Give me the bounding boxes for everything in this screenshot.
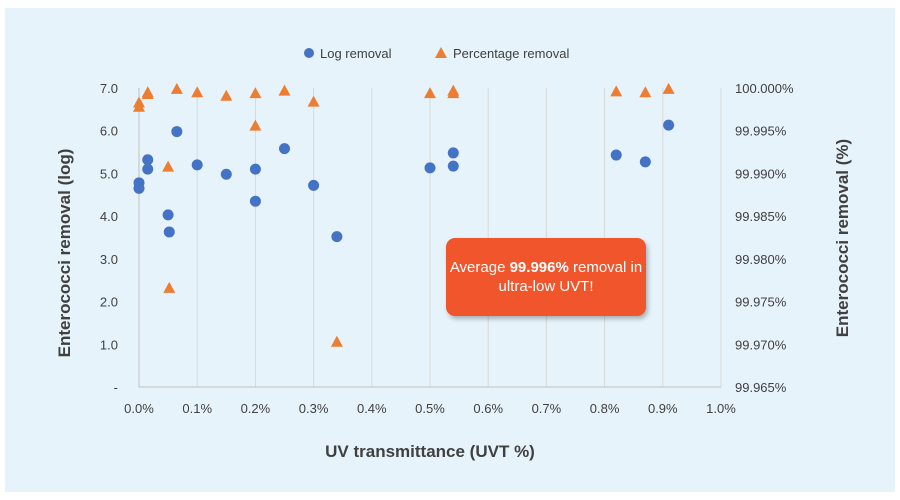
pct-removal-point <box>610 85 623 97</box>
callout-rest: removal in ultra-low UVT! <box>498 259 643 295</box>
x-tick-label: 0.7% <box>532 401 562 416</box>
log-removal-point <box>663 119 675 131</box>
legend-pct-label: Percentage removal <box>453 46 569 61</box>
axes <box>138 88 721 388</box>
callout-box: Average 99.996% removal in ultra-low UVT… <box>446 238 646 316</box>
y-tick-label-left: 4.0 <box>100 209 118 224</box>
y-tick-label-left: 3.0 <box>100 252 118 267</box>
legend: Log removal Percentage removal <box>304 46 569 61</box>
y-tick-label-right: 99.990% <box>735 166 787 181</box>
pct-removal-point <box>133 100 145 112</box>
pct-removal-point <box>639 86 652 98</box>
x-tick-label: 0.6% <box>473 401 503 416</box>
callout-highlight: 99.996% <box>509 259 569 276</box>
pct-removal-point <box>249 119 262 131</box>
pct-removal-point <box>662 82 675 94</box>
x-tick-label: 0.5% <box>415 401 445 416</box>
x-tick-label: 0.3% <box>299 401 329 416</box>
log-removal-point <box>191 159 203 171</box>
x-tick-label: 0.8% <box>590 401 620 416</box>
x-tick-label: 0.2% <box>241 401 271 416</box>
pct-removal-point <box>191 86 204 98</box>
pct-removal-point <box>163 281 176 293</box>
log-removal-point <box>142 154 154 166</box>
log-removal-point <box>220 168 232 180</box>
y-tick-label-right: 99.980% <box>735 252 787 267</box>
pct-removal-point <box>249 87 262 99</box>
y-tick-label-left: 7.0 <box>100 81 118 96</box>
log-removal-point <box>610 149 622 161</box>
y-tick-label-right: 99.975% <box>735 295 787 310</box>
y-tick-label-right: 99.965% <box>735 380 787 395</box>
callout-text: Average 99.996% removal in ultra-low UVT… <box>446 258 646 296</box>
log-removal-point <box>279 143 290 155</box>
pct-removal-point <box>307 95 320 107</box>
y-axis-title-left: Enterococci removal (log) <box>55 149 74 358</box>
x-tick-label: 1.0% <box>706 401 736 416</box>
x-tick-label: 0.1% <box>182 401 212 416</box>
pct-removal-point <box>170 82 183 94</box>
log-removal-point <box>424 162 436 174</box>
y-tick-label-left: 6.0 <box>100 124 118 139</box>
legend-log-label: Log removal <box>320 46 392 61</box>
y-tick-label-right: 99.985% <box>735 209 787 224</box>
x-tick-label: 0.0% <box>124 401 154 416</box>
pct-removal-point <box>220 89 233 101</box>
log-removal-point <box>249 195 261 207</box>
log-removal-point <box>133 182 145 194</box>
legend-log-marker <box>304 48 314 58</box>
x-tick-label: 0.9% <box>648 401 678 416</box>
x-axis-title: UV transmittance (UVT %) <box>325 442 535 461</box>
pct-removal-point <box>424 87 436 99</box>
tick-labels: 0.0% 0.1% 0.2% 0.3% 0.4% 0.5% 0.6% 0.7% 0.8% 0.9%… <box>100 81 794 416</box>
legend-pct-marker <box>435 47 447 58</box>
log-removal-point <box>447 160 459 172</box>
grid <box>196 88 722 387</box>
log-removal-point <box>162 209 174 221</box>
y-tick-label-left: 5.0 <box>100 166 118 181</box>
pct-removal-point <box>278 84 291 96</box>
y-tick-label-right: 99.995% <box>735 124 787 139</box>
pct-removal-point <box>330 335 343 347</box>
x-tick-label: 0.4% <box>357 401 387 416</box>
log-removal-point <box>171 126 183 138</box>
y-tick-label-right: 100.000% <box>735 81 794 96</box>
log-removal-point <box>639 156 651 168</box>
log-removal-point <box>447 147 459 159</box>
y-axis-title-right: Enterococci removal (%) <box>833 139 852 337</box>
log-removal-point <box>331 231 343 243</box>
callout-prefix: Average <box>449 259 510 276</box>
pct-removal-point <box>162 160 175 172</box>
pct-removal-point <box>141 87 154 99</box>
log-removal-point <box>163 226 175 238</box>
log-removal-point <box>308 179 320 191</box>
data-points <box>133 82 675 347</box>
log-removal-point <box>142 163 154 175</box>
y-tick-label-right: 99.970% <box>735 337 787 352</box>
y-tick-label-left: - <box>114 380 118 395</box>
log-removal-point <box>249 163 261 175</box>
y-tick-label-left: 2.0 <box>100 295 118 310</box>
y-tick-label-left: 1.0 <box>100 337 118 352</box>
pct-removal-point <box>447 87 460 99</box>
